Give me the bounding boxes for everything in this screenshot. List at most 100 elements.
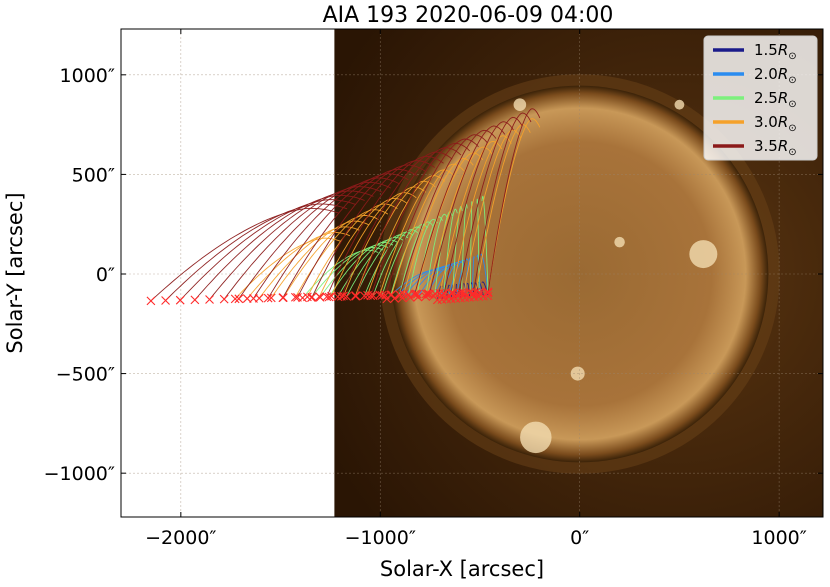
field-line <box>165 203 348 301</box>
footpoint-marker <box>366 291 376 301</box>
legend: 1.5R⊙ 2.0R⊙ 2.5R⊙ 3.0R⊙ 3.5R⊙ <box>703 35 818 161</box>
field-line <box>458 116 523 294</box>
footpoint-marker <box>175 295 185 305</box>
footpoint-marker <box>454 289 464 298</box>
footpoint-marker <box>278 293 288 303</box>
field-line <box>471 256 475 294</box>
legend-label: 3.0R⊙ <box>754 113 797 134</box>
footpoint-marker <box>471 287 481 297</box>
footpoint-marker <box>410 290 420 300</box>
footpoint-marker <box>146 296 156 306</box>
field-line <box>253 177 400 299</box>
field-line <box>399 134 488 296</box>
field-line <box>379 169 455 296</box>
field-line <box>311 247 384 298</box>
legend-label: 3.5R⊙ <box>754 137 797 158</box>
field-line <box>246 232 351 299</box>
field-line <box>386 269 443 300</box>
field-line <box>391 163 465 295</box>
footpoint-marker <box>324 292 334 302</box>
field-line <box>372 229 419 296</box>
field-line <box>451 135 512 293</box>
field-line <box>414 129 497 295</box>
y-tick-label: −500″ <box>56 364 115 386</box>
footpoint-marker <box>263 293 273 303</box>
footpoint-marker <box>307 292 317 302</box>
footpoint-marker <box>359 291 369 301</box>
footpoint-marker <box>412 289 422 299</box>
footpoint-marker <box>468 288 478 298</box>
footpoint-marker <box>423 289 433 298</box>
y-tick-label: 500″ <box>72 164 115 186</box>
footpoint-marker <box>459 288 469 297</box>
field-line <box>487 108 541 293</box>
footpoint-marker <box>234 294 244 304</box>
field-line <box>403 158 474 295</box>
field-line <box>355 180 436 296</box>
field-line <box>472 112 532 294</box>
field-line <box>267 173 409 299</box>
footpoint-marker <box>161 296 170 305</box>
footpoint-marker <box>337 291 346 301</box>
field-line <box>179 199 357 301</box>
legend-label: 2.0R⊙ <box>754 65 797 86</box>
footpoint-marker <box>395 290 405 300</box>
footpoint-marker <box>483 287 493 297</box>
field-line <box>427 146 493 294</box>
field-line <box>452 206 463 294</box>
x-tick-label: −1000″ <box>345 527 416 549</box>
footpoint-marker <box>424 289 434 299</box>
field-line <box>439 140 503 294</box>
field-line <box>425 213 448 294</box>
footpoint-marker <box>363 290 372 300</box>
field-line <box>258 226 360 299</box>
field-line <box>408 218 438 295</box>
footpoint-marker <box>339 291 348 301</box>
axis-ticks: −2000″ −1000″ 0″ 1000″ −1000″ −500″ 0″ 500″ 1000… <box>44 29 823 549</box>
footpoint-marker <box>219 294 229 304</box>
y-tick-label: 1000″ <box>60 65 115 87</box>
active-region <box>674 99 685 110</box>
field-line <box>270 220 370 299</box>
footpoint-marker <box>322 292 332 302</box>
field-line <box>282 214 379 298</box>
footpoint-marker <box>380 290 390 300</box>
field-line <box>443 121 514 295</box>
field-line <box>469 201 473 293</box>
y-axis-title: Solar-Y [arcsec] <box>3 192 27 353</box>
footpoint-marker <box>483 288 493 298</box>
active-region <box>689 240 718 269</box>
field-line <box>340 151 453 297</box>
active-region <box>520 421 552 454</box>
field-line <box>150 207 339 302</box>
footpoint-marker <box>230 294 240 304</box>
active-region <box>614 236 625 248</box>
field-line <box>194 194 365 301</box>
field-line <box>343 186 427 297</box>
y-tick-label: −1000″ <box>44 463 115 485</box>
footpoint-marker <box>205 295 214 304</box>
field-line <box>415 152 484 295</box>
legend-label: 2.5R⊙ <box>754 89 797 110</box>
field-line <box>381 226 424 296</box>
field-line <box>370 142 471 296</box>
field-line <box>295 209 389 298</box>
field-line <box>481 195 489 292</box>
field-line <box>306 203 398 298</box>
footpoint-marker <box>439 289 449 299</box>
field-line <box>297 164 427 298</box>
field-line <box>223 186 383 300</box>
field-line <box>384 138 479 296</box>
field-line <box>238 181 392 300</box>
field-line <box>311 160 435 298</box>
field-line <box>428 125 506 295</box>
footpoint-marker <box>399 289 409 299</box>
field-line <box>417 264 454 298</box>
field-line <box>209 190 374 300</box>
footpoint-marker <box>249 294 258 303</box>
field-line <box>302 249 379 299</box>
chart-title: AIA 193 2020-06-09 04:00 <box>323 3 614 28</box>
footpoint-marker <box>242 294 252 303</box>
footpoint-marker <box>315 292 324 301</box>
